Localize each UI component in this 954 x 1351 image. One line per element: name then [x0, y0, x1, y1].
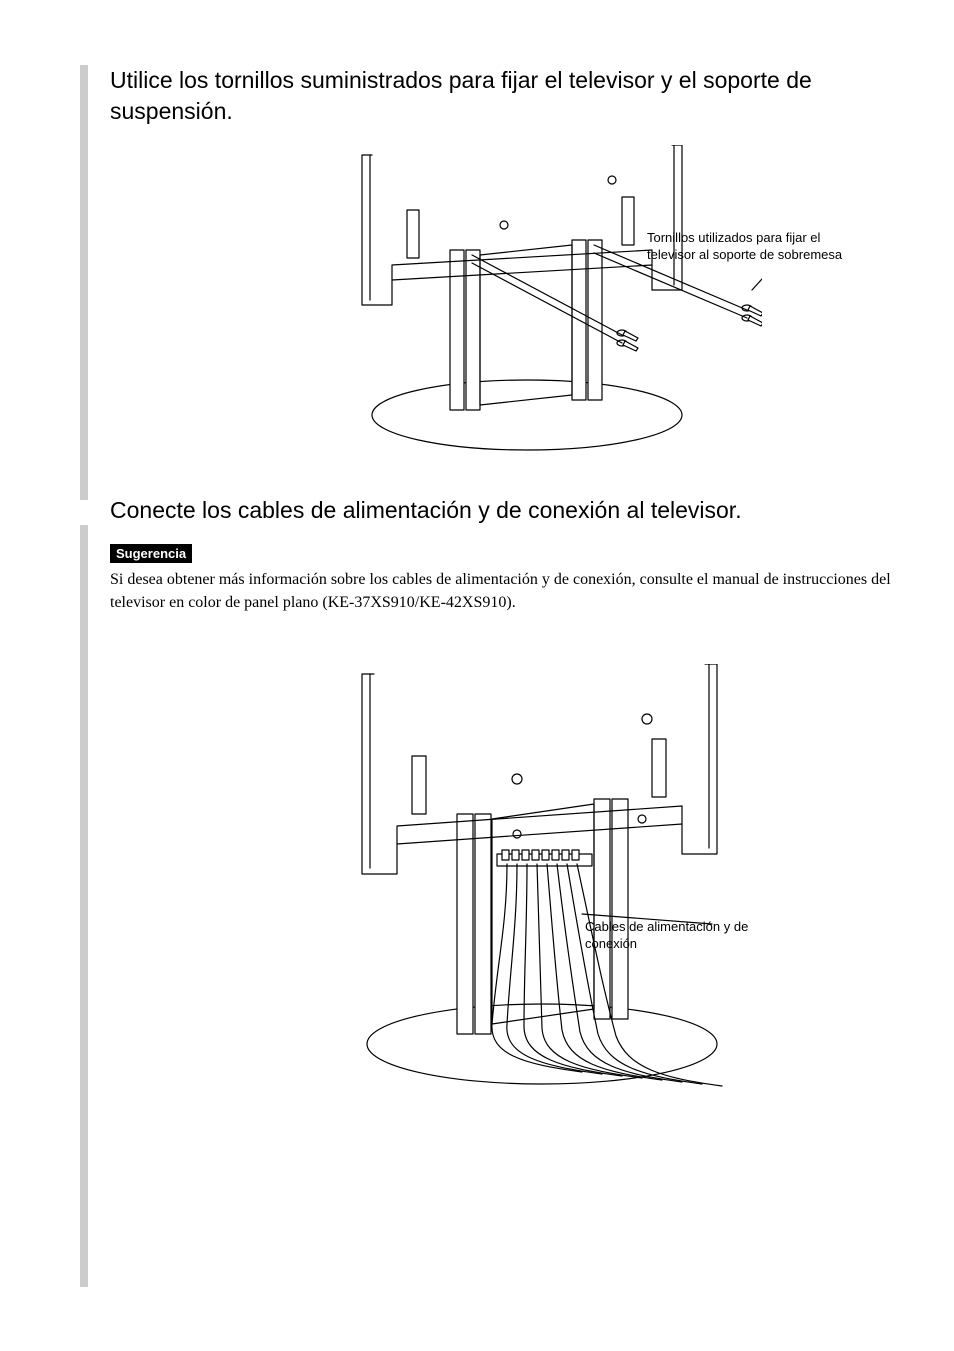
callout-cables: Cables de alimentación y de conexión [585, 919, 755, 953]
section-cables: Conecte los cables de alimentación y de … [110, 495, 894, 1094]
figure-cables-wrap: Cables de alimentación y de conexión [110, 664, 894, 1094]
page-content: Utilice los tornillos suministrados para… [80, 65, 894, 1124]
tip-block: Sugerencia Si desea obtener más informac… [110, 544, 894, 614]
heading-screws: Utilice los tornillos suministrados para… [110, 65, 894, 127]
tip-text: Si desea obtener más información sobre l… [110, 569, 894, 614]
heading-cables: Conecte los cables de alimentación y de … [110, 495, 894, 526]
tip-badge: Sugerencia [110, 544, 192, 563]
figure-screws [242, 145, 762, 465]
callout-screws: Tornillos utilizados para fijar el telev… [647, 230, 847, 264]
section-screws: Utilice los tornillos suministrados para… [110, 65, 894, 465]
figure-screws-wrap: Tornillos utilizados para fijar el telev… [110, 145, 894, 465]
figure-cables [242, 664, 762, 1094]
